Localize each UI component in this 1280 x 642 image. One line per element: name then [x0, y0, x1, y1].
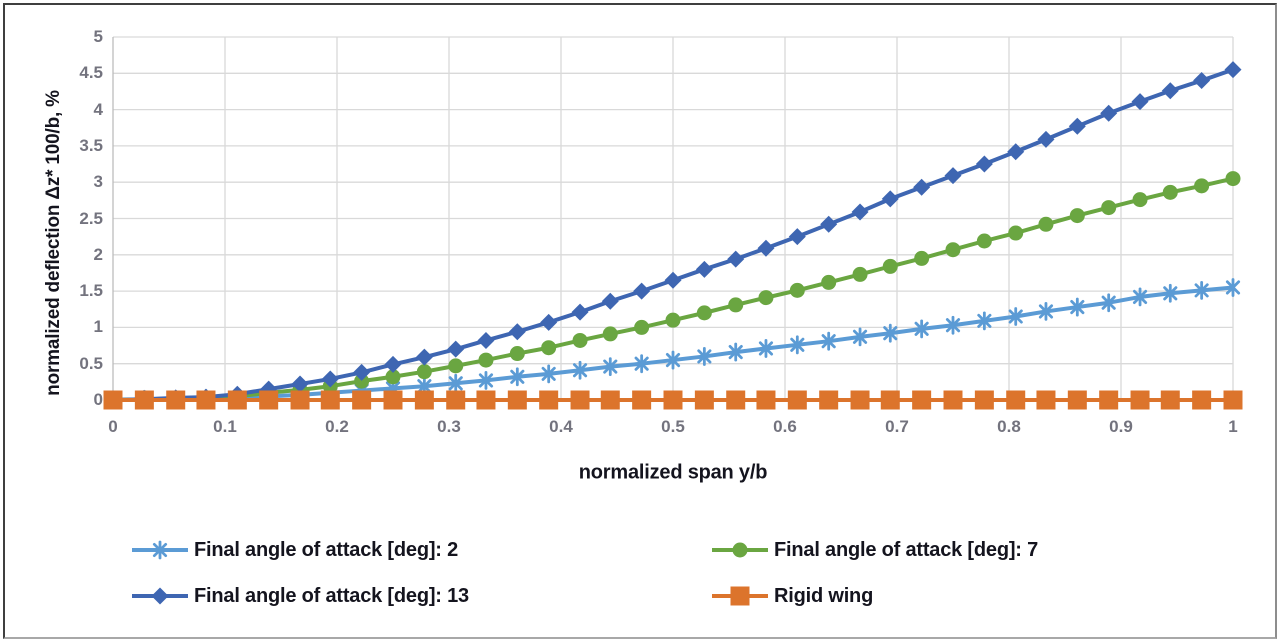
x-axis-title: normalized span y/b: [578, 461, 768, 484]
y-tick-label: 4: [93, 99, 103, 119]
y-tick-label: 1.5: [79, 281, 103, 301]
legend-item-angle-13: Final angle of attack [deg]: 13: [130, 583, 710, 609]
x-tick-label: 0.2: [325, 417, 349, 436]
x-tick-label: 0.7: [885, 417, 909, 436]
x-tick-label: 0.9: [1109, 417, 1133, 436]
x-tick-label: 0.6: [773, 417, 797, 436]
x-tick-label: 0.5: [661, 417, 685, 436]
y-tick-label: 0.5: [79, 353, 103, 373]
x-tick-label: 0: [108, 417, 118, 436]
legend-marker-circle-icon: [712, 542, 768, 558]
legend-marker-square-icon: [712, 586, 768, 606]
chart-legend: Final angle of attack [deg]: 2 Final ang…: [130, 527, 1170, 619]
x-tick-label: 1: [1228, 417, 1238, 436]
y-tick-label: 2: [93, 244, 103, 264]
legend-label-rigid-wing: Rigid wing: [774, 584, 874, 607]
y-tick-label: 0: [93, 390, 103, 409]
x-tick-label: 0.8: [997, 417, 1021, 436]
legend-item-angle-2: Final angle of attack [deg]: 2: [130, 537, 710, 563]
y-tick-label: 1: [93, 317, 103, 337]
y-tick-label: 3.5: [79, 135, 103, 155]
series-rigid-wing: [103, 390, 1243, 410]
x-tick-label: 0.3: [437, 417, 461, 436]
y-axis-title: normalized deflection Δz* 100/b, %: [43, 90, 64, 396]
legend-item-rigid-wing: Rigid wing: [710, 583, 1170, 609]
legend-marker-diamond-icon: [132, 587, 188, 605]
series-angle-13: [104, 61, 1242, 409]
legend-item-angle-7: Final angle of attack [deg]: 7: [710, 537, 1170, 563]
legend-label-angle-13: Final angle of attack [deg]: 13: [194, 584, 469, 607]
y-tick-label: 3: [93, 172, 103, 192]
legend-label-angle-2: Final angle of attack [deg]: 2: [194, 538, 459, 561]
legend-marker-asterisk-icon: [132, 540, 188, 560]
x-tick-label: 0.4: [549, 417, 573, 436]
legend-label-angle-7: Final angle of attack [deg]: 7: [774, 538, 1039, 561]
x-tick-label: 0.1: [213, 417, 237, 436]
y-tick-label: 2.5: [79, 208, 103, 228]
y-tick-label: 5: [93, 27, 103, 46]
y-tick-label: 4.5: [79, 63, 103, 83]
